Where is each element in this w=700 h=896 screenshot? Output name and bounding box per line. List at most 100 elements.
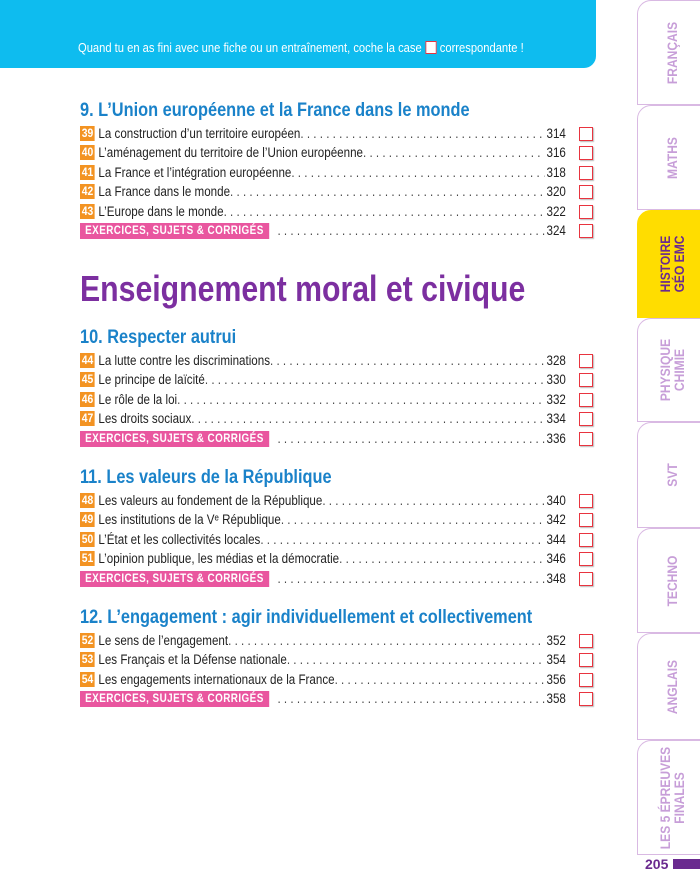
page-ref: 336	[546, 430, 566, 446]
page-title: Enseignement moral et civique	[80, 268, 526, 309]
done-checkbox[interactable]	[579, 204, 593, 219]
done-checkbox[interactable]	[579, 354, 593, 368]
leader-dots	[270, 353, 545, 368]
page-ref: 332	[546, 391, 566, 407]
chapter-number: 39	[80, 126, 95, 141]
chapter-number: 54	[80, 671, 95, 687]
chapter-number: 47	[80, 411, 95, 427]
subject-tab[interactable]: PHYSIQUE CHIMIE	[637, 318, 700, 422]
done-checkbox[interactable]	[579, 653, 593, 668]
chapter-label: La France dans le monde	[98, 184, 231, 200]
leader-dots	[363, 145, 545, 160]
banner-text: Quand tu en as fini avec une fiche ou un…	[78, 40, 524, 55]
banner-text-after: correspondante !	[439, 40, 524, 55]
chapter-label: Les droits sociaux	[98, 411, 192, 427]
toc-section: 11. Les valeurs de la République 48 Les va…	[80, 467, 600, 589]
toc-row: 40 L’aménagement du territoire de l’Union…	[80, 144, 600, 163]
leader-dots	[335, 672, 545, 687]
page-ref: 334	[546, 411, 566, 427]
done-checkbox[interactable]	[579, 552, 593, 567]
exercises-badge: EXERCICES, SUJETS & CORRIGÉS	[80, 691, 269, 708]
chapter-label: La construction d’un territoire européen	[98, 126, 301, 141]
subject-tab[interactable]: FRANÇAIS	[637, 0, 700, 105]
tab-label: TECHNO	[664, 555, 680, 606]
leader-dots	[230, 184, 545, 199]
tab-label: FRANÇAIS	[664, 21, 680, 84]
done-checkbox[interactable]	[579, 392, 593, 407]
leader-dots	[260, 532, 544, 547]
leader-dots	[339, 551, 545, 566]
checkbox-example-icon	[425, 41, 437, 54]
done-checkbox[interactable]	[579, 185, 593, 200]
leader-dots	[277, 431, 544, 447]
done-checkbox[interactable]	[579, 223, 593, 238]
chapter-number: 42	[80, 184, 95, 200]
chapter-number: 43	[80, 203, 95, 219]
banner-text-before: Quand tu en as fini avec une fiche ou un…	[78, 40, 422, 55]
chapter-number: 48	[80, 493, 95, 508]
toc-row: 43L’Europe dans le monde 322	[80, 203, 600, 222]
tab-label: PHYSIQUE CHIMIE	[657, 338, 687, 402]
done-checkbox[interactable]	[579, 672, 593, 687]
done-checkbox[interactable]	[579, 494, 593, 508]
page-ref: 354	[546, 652, 566, 668]
leader-dots	[277, 571, 544, 587]
page-ref: 320	[546, 184, 566, 200]
section-title: 9. L’Union européenne et la France dans …	[80, 100, 470, 121]
done-checkbox[interactable]	[579, 146, 593, 161]
leader-dots	[205, 372, 545, 387]
chapter-number: 52	[80, 633, 95, 648]
tab-label: ANGLAIS	[664, 659, 680, 714]
toc-row: 50L’État et les collectivités locales 344	[80, 531, 600, 550]
chapter-label: Le rôle de la loi	[98, 391, 178, 407]
page-ref: 358	[546, 691, 566, 707]
done-checkbox[interactable]	[579, 532, 593, 547]
chapter-number: 51	[80, 551, 95, 567]
chapter-number: 46	[80, 391, 95, 407]
section-title: 11. Les valeurs de la République	[80, 467, 332, 488]
chapter-label: Les Français et la Défense nationale	[98, 652, 287, 668]
leader-dots	[277, 223, 544, 239]
subject-tab[interactable]: ANGLAIS	[637, 633, 700, 740]
done-checkbox[interactable]	[579, 513, 593, 528]
subject-tab[interactable]: MATHS	[637, 105, 700, 210]
done-checkbox[interactable]	[579, 692, 593, 707]
done-checkbox[interactable]	[579, 127, 593, 141]
exercises-badge: EXERCICES, SUJETS & CORRIGÉS	[80, 430, 269, 447]
tab-label: MATHS	[664, 136, 680, 179]
done-checkbox[interactable]	[579, 634, 593, 648]
subject-tab[interactable]: TECHNO	[637, 528, 700, 633]
done-checkbox[interactable]	[579, 431, 593, 446]
chapter-label: L’Europe dans le monde	[98, 203, 224, 219]
toc-section: 9. L’Union européenne et la France dans …	[80, 100, 600, 241]
page-ref: 352	[546, 633, 566, 648]
done-checkbox[interactable]	[579, 571, 593, 586]
section-title: 12. L’engagement : agir individuellement…	[80, 607, 533, 628]
page-ref: 348	[546, 570, 566, 586]
toc-row: 39 La construction d’un territoire europé…	[80, 125, 600, 144]
done-checkbox[interactable]	[579, 412, 593, 427]
chapter-label: L’opinion publique, les médias et la dém…	[98, 551, 340, 567]
chapter-label: Les valeurs au fondement de la Républiqu…	[98, 493, 323, 508]
done-checkbox[interactable]	[579, 165, 593, 180]
exercises-row: EXERCICES, SUJETS & CORRIGÉS 348	[80, 570, 600, 589]
exercises-badge: EXERCICES, SUJETS & CORRIGÉS	[80, 222, 269, 239]
page-ref: 316	[546, 145, 566, 161]
subject-tab[interactable]: LES 5 ÉPREUVES FINALES	[637, 740, 700, 855]
page-ref: 344	[546, 531, 566, 547]
page-ref: 314	[546, 126, 566, 141]
page-ref: 342	[546, 512, 566, 528]
page-ref: 330	[546, 372, 566, 388]
exercises-row: EXERCICES, SUJETS & CORRIGÉS 336	[80, 430, 600, 449]
chapter-label: La France et l’intégration européenne	[98, 164, 292, 180]
exercises-badge: EXERCICES, SUJETS & CORRIGÉS	[80, 570, 269, 587]
done-checkbox[interactable]	[579, 373, 593, 388]
subject-tab[interactable]: HISTOIRE GÉO EMC	[637, 210, 700, 318]
subject-tab[interactable]: SVT	[637, 422, 700, 528]
toc-row: 54 Les engagements internationaux de la F…	[80, 671, 600, 690]
